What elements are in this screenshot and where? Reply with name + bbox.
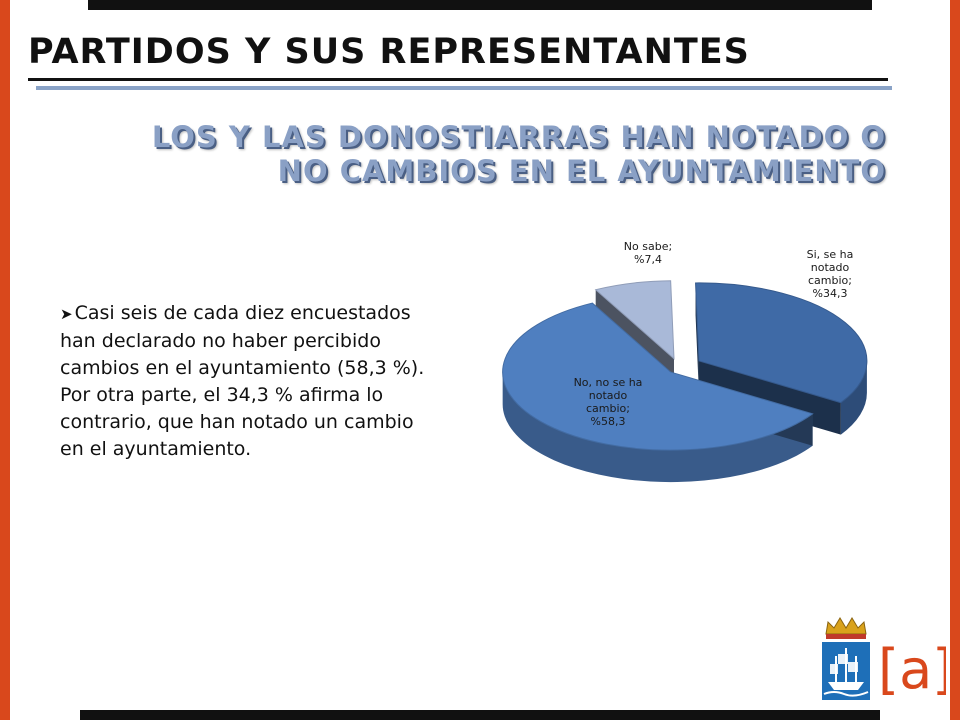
slide-heading-line1: LOS Y LAS DONOSTIARRAS HAN NOTADO O <box>151 120 886 154</box>
pie-label-2: No, no se ha notado cambio; %58,3 <box>574 376 643 428</box>
summary-text: Casi seis de cada diez encuestados han d… <box>60 302 425 460</box>
arrow-bullet-icon: ➤ <box>60 305 73 323</box>
pie-slice-side-2 <box>502 372 813 483</box>
bottom-bar <box>80 710 880 720</box>
left-frame-bar <box>0 0 10 720</box>
city-coat-of-arms-icon <box>822 617 870 700</box>
summary-paragraph: ➤ Casi seis de cada diez encuestados han … <box>60 300 440 463</box>
pie-chart: Si, se ha notado cambio; %34,3 No, no se ha n… <box>502 240 868 483</box>
title-underline-shadow <box>36 86 892 90</box>
pie-slice-2 <box>502 302 814 451</box>
pie-label-1: Si, se ha notado cambio; %34,3 <box>807 248 854 300</box>
logo-mark: [a] <box>878 638 946 701</box>
title-underline <box>28 78 888 81</box>
section-title: PARTIDOS Y SUS REPRESENTANTES <box>28 32 750 72</box>
slide-heading-line2: NO CAMBIOS EN EL AYUNTAMIENTO <box>277 154 886 188</box>
pie-label-3: No sabe; %7,4 <box>624 240 672 266</box>
pie-tops <box>502 280 868 451</box>
top-bar <box>88 0 872 10</box>
pie-labels: Si, se ha notado cambio; %34,3 No, no se ha n… <box>574 240 854 428</box>
pie-slice-3 <box>594 280 675 360</box>
pie-slice-side-1 <box>840 360 867 435</box>
slide-heading: LOS Y LAS DONOSTIARRAS HAN NOTADO O NO C… <box>152 120 886 188</box>
pie-slice-1 <box>695 282 868 404</box>
city-logo: [a] <box>822 617 946 701</box>
right-frame-bar <box>950 0 960 720</box>
